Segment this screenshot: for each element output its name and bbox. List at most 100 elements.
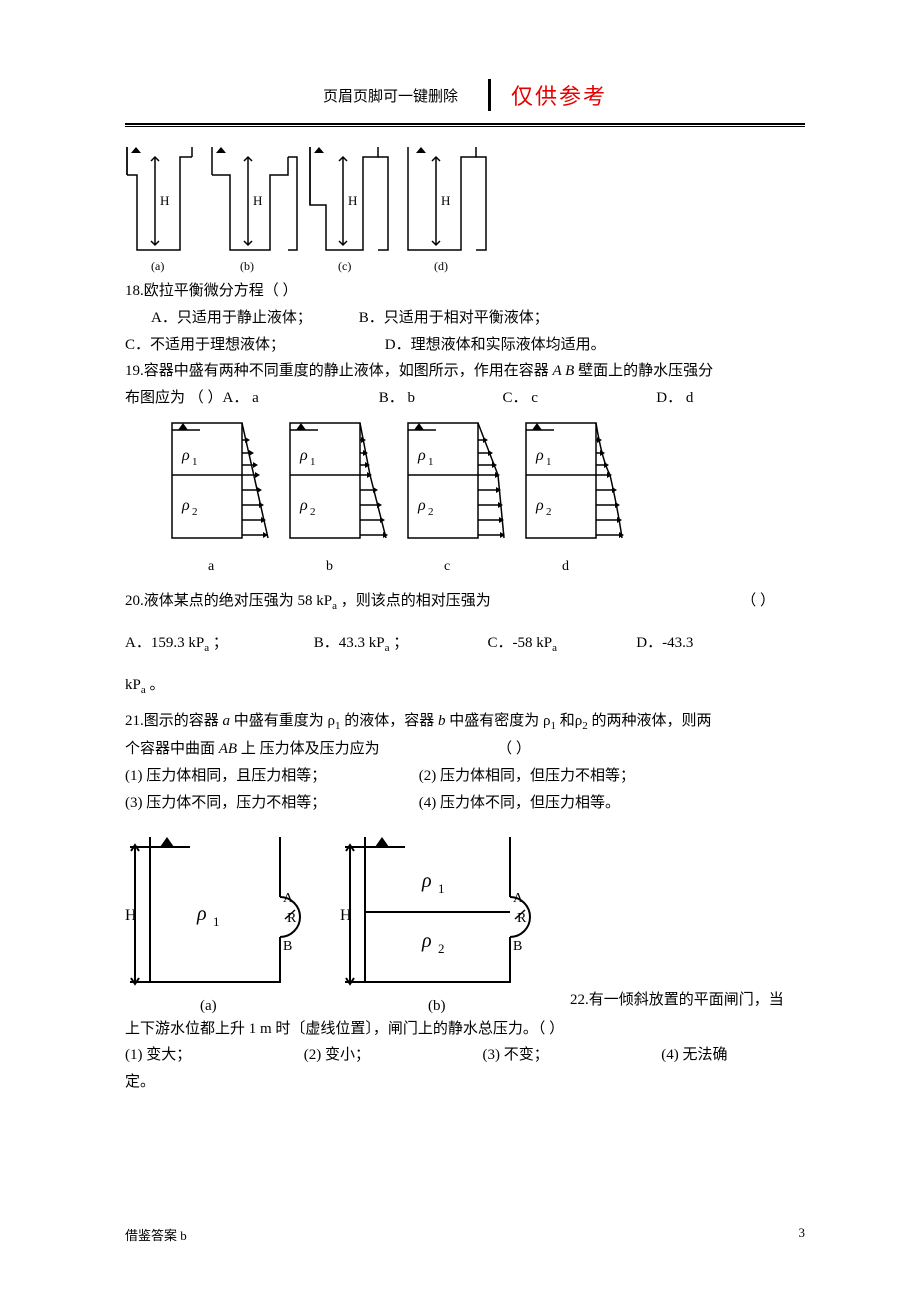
q20-opts: A．159.3 kPa ； B．43.3 kPa ； C．-58 kPa D．-… (125, 631, 805, 657)
q17-diagram-b: H (b) (210, 145, 300, 275)
q22-o4: (4) 无法确 (661, 1047, 727, 1063)
svg-text:(d): (d) (434, 259, 448, 273)
q18-B: B．只适用于相对平衡液体； (359, 310, 549, 326)
q19: 19.容器中盛有两种不同重度的静止液体，如图所示，作用在容器 A B 壁面上的静… (125, 359, 805, 384)
q21-o3: (3) 压力体不同，压力不相等； (125, 791, 415, 816)
q20-num: 20. (125, 593, 144, 609)
q21-diagram-a: H ρ1 A R B (a) (125, 822, 310, 1017)
q21: 21.图示的容器 a 中盛有重度为 ρ1 的液体，容器 b 中盛有密度为 ρ1 … (125, 709, 805, 735)
header: 页眉页脚可一键删除 仅供参考 (125, 79, 805, 111)
svg-text:d: d (562, 559, 569, 574)
q22-opts: (1) 变大； (2) 变小； (3) 不变； (4) 无法确 (125, 1043, 805, 1068)
q22-o1: (1) 变大； (125, 1043, 300, 1068)
q20-Bsuf: ； (390, 635, 409, 651)
svg-text:(a): (a) (200, 998, 217, 1014)
q21-o2: (2) 压力体相同，但压力不相等； (419, 768, 635, 784)
q21-AB: AB (219, 741, 237, 757)
svg-text:H: H (340, 907, 352, 924)
q20-paren: （ ） (741, 589, 775, 614)
footer-left: 借鉴答案 b (125, 1225, 187, 1244)
q22-o3: (3) 不变； (483, 1043, 658, 1068)
q17-diagram-d: H (d) (406, 145, 496, 275)
q22-stem: 有一倾斜放置的平面闸门，当 (589, 992, 784, 1008)
svg-text:ρ: ρ (181, 497, 190, 514)
q21-sd: 中盛有密度为 ρ (446, 713, 551, 729)
svg-text:2: 2 (310, 506, 316, 518)
svg-text:ρ: ρ (535, 497, 544, 514)
q19-stem-b: 壁面上的静水压强分 (574, 363, 713, 379)
q22-inline: 22.有一倾斜放置的平面闸门，当 (570, 988, 784, 1017)
svg-text:a: a (208, 559, 215, 574)
svg-text:A: A (513, 891, 524, 906)
svg-text:ρ: ρ (421, 930, 432, 952)
svg-text:ρ: ρ (417, 497, 426, 514)
q21-sc: 的液体，容器 (341, 713, 439, 729)
q18-row1: A．只适用于静止液体； B．只适用于相对平衡液体； (125, 306, 805, 331)
q19-diagram-d: ρ1 ρ2 d (524, 415, 624, 575)
q21-sa: 图示的容器 (144, 713, 223, 729)
svg-text:H: H (160, 193, 169, 208)
q22-o2: (2) 变小； (304, 1043, 479, 1068)
q18-D: D．理想液体和实际液体均适用。 (385, 337, 606, 353)
q20-stem-b: ，则该点的相对压强为 (337, 593, 491, 609)
footer-right: 3 (799, 1225, 806, 1244)
svg-text:(a): (a) (151, 259, 164, 273)
svg-text:1: 1 (213, 914, 220, 929)
q17-diagrams: H (a) H (b) (125, 145, 805, 275)
svg-text:2: 2 (438, 941, 445, 956)
svg-text:H: H (348, 193, 357, 208)
q21-diagrams: H ρ1 A R B (a) H ρ1 ρ (125, 822, 805, 1017)
footer: 借鉴答案 b 3 (125, 1225, 805, 1244)
svg-text:B: B (513, 939, 522, 954)
svg-text:1: 1 (438, 881, 445, 896)
svg-text:1: 1 (310, 456, 316, 468)
svg-text:1: 1 (192, 456, 198, 468)
q19-C: C． c (503, 386, 653, 411)
q17-diagram-a: H (a) (125, 145, 202, 275)
q20-D: D．-43.3 (636, 635, 693, 651)
q19-ab: A B (553, 363, 575, 379)
svg-text:ρ: ρ (181, 447, 190, 464)
q21-sf: 的两种液体，则两 (588, 713, 712, 729)
q20-stem-a: 液体某点的绝对压强为 58 kP (144, 593, 332, 609)
q21-diagram-b: H ρ1 ρ2 A R B (b) (340, 822, 540, 1017)
svg-text:A: A (283, 891, 294, 906)
svg-text:ρ: ρ (299, 447, 308, 464)
svg-text:2: 2 (192, 506, 198, 518)
q21-line2: 个容器中曲面 AB 上 压力体及压力应为 （ ） (125, 737, 805, 762)
q19-diagram-a: ρ1 ρ2 a (170, 415, 270, 575)
q20-B: B．43.3 kP (314, 635, 385, 651)
q19-num: 19. (125, 363, 144, 379)
svg-text:B: B (283, 939, 292, 954)
svg-text:1: 1 (546, 456, 552, 468)
q20-end: kPa 。 (125, 673, 805, 699)
svg-text:b: b (326, 559, 333, 574)
q20-endsuf: 。 (146, 677, 165, 693)
q18-A: A．只适用于静止液体； (125, 306, 355, 331)
svg-text:(c): (c) (338, 259, 351, 273)
q21-sb: 中盛有重度为 ρ (230, 713, 335, 729)
q18-stem: 欧拉平衡微分方程（ ） (144, 283, 298, 299)
q19-B: B． b (379, 386, 499, 411)
q21-paren: （ ） (497, 741, 531, 757)
q20-C: C．-58 kP (488, 635, 553, 651)
svg-text:ρ: ρ (421, 870, 432, 892)
q19-line2: 布图应为 （ ）A． a B． b C． c D． d (125, 386, 805, 411)
svg-text:(b): (b) (240, 259, 254, 273)
svg-text:H: H (253, 193, 262, 208)
svg-text:ρ: ρ (535, 447, 544, 464)
q20-endline: kP (125, 677, 141, 693)
q21-l2b: 上 压力体及压力应为 (237, 741, 380, 757)
q19-diagrams: ρ1 ρ2 a ρ1 ρ2 b (170, 415, 805, 575)
svg-text:2: 2 (546, 506, 552, 518)
q21-o1: (1) 压力体相同，且压力相等； (125, 764, 415, 789)
q20-A: A．159.3 kP (125, 635, 204, 651)
q21-a: a (223, 713, 231, 729)
q21-opts1: (1) 压力体相同，且压力相等； (2) 压力体相同，但压力不相等； (125, 764, 805, 789)
q21-se: 和ρ (556, 713, 582, 729)
svg-text:ρ: ρ (196, 903, 207, 925)
q19-D: D． d (656, 390, 693, 406)
q18-num: 18. (125, 283, 144, 299)
svg-text:1: 1 (428, 456, 434, 468)
q19-stem-a: 容器中盛有两种不同重度的静止液体，如图所示，作用在容器 (144, 363, 553, 379)
